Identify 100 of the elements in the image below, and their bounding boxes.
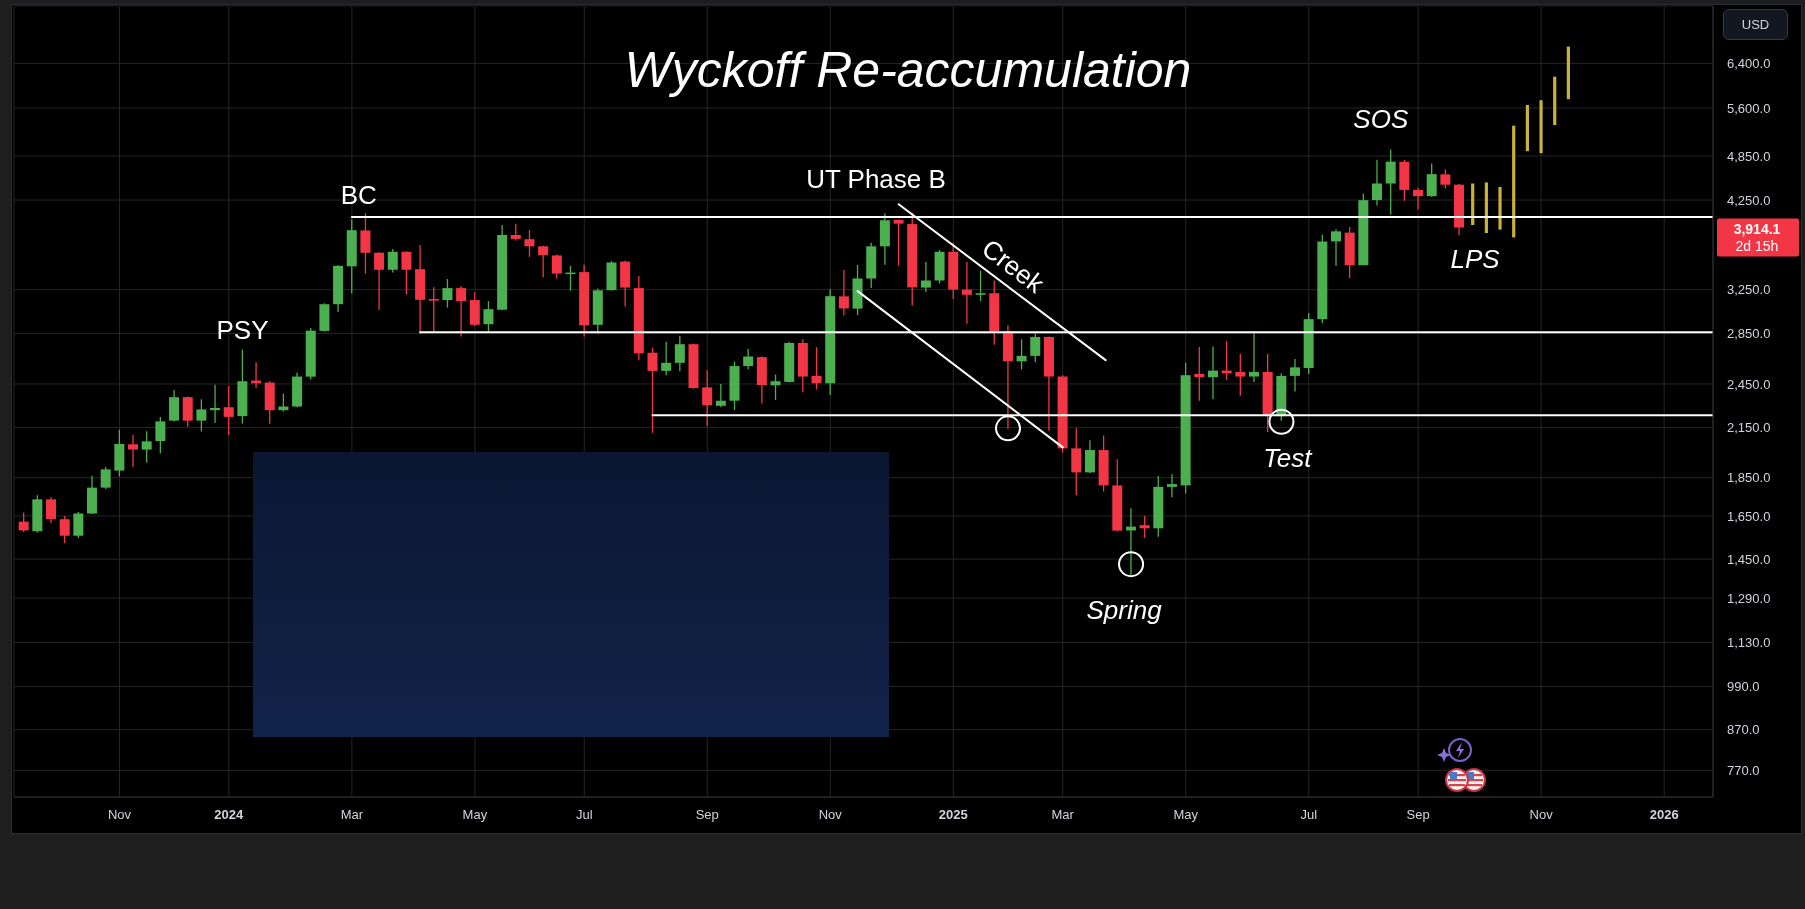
- candlestick: [155, 416, 166, 455]
- candlestick: [961, 261, 972, 325]
- y-tick-label: 6,400.0: [1727, 55, 1771, 71]
- text: 3,914.1: [1733, 220, 1781, 237]
- candlestick: [374, 251, 385, 311]
- x-tick-label: Mar: [1051, 807, 1075, 823]
- candlestick: [715, 383, 726, 408]
- y-tick-label: 1,650.0: [1727, 508, 1771, 524]
- bar: [1539, 100, 1543, 154]
- y-tick-label: 3,250.0: [1727, 282, 1771, 298]
- candlestick: [811, 346, 822, 391]
- y-tick-label: 870.0: [1727, 722, 1760, 738]
- candlestick: [975, 270, 986, 302]
- candlestick: [770, 373, 781, 401]
- candlestick: [387, 248, 398, 274]
- bar: [1525, 104, 1529, 152]
- point: [1118, 551, 1145, 578]
- candlestick: [401, 250, 412, 295]
- bar: [1566, 46, 1570, 100]
- annotation: SOS: [1353, 103, 1409, 134]
- candlestick: [456, 285, 467, 338]
- point: [995, 415, 1022, 442]
- candlestick: [1372, 159, 1383, 207]
- candlestick: [1084, 439, 1095, 474]
- annotation: Spring: [1086, 595, 1163, 626]
- y-tick-label: 2,150.0: [1727, 420, 1771, 436]
- x-tick-label: 2024: [214, 807, 245, 823]
- candlestick: [920, 261, 931, 293]
- x-tick-label: Nov: [818, 807, 843, 823]
- candlestick: [1016, 338, 1027, 370]
- candlestick: [524, 229, 535, 258]
- text: Wyckoff Re-accumulation: [623, 41, 1193, 100]
- y-tick-label: 1,290.0: [1727, 590, 1771, 606]
- candlestick: [647, 347, 658, 434]
- annotation: UT Phase B: [806, 164, 946, 195]
- candlestick: [1426, 162, 1437, 198]
- candlestick: [674, 335, 685, 372]
- x-tick-label: Nov: [1529, 807, 1554, 823]
- candlestick: [538, 245, 549, 279]
- x-tick-label: 2025: [938, 807, 968, 823]
- candlestick: [169, 389, 180, 423]
- x-tick-label: Jul: [1300, 807, 1318, 823]
- x-tick-label: Sep: [695, 807, 719, 823]
- candlestick: [661, 341, 672, 376]
- candlestick: [893, 218, 904, 267]
- candlestick: [59, 515, 70, 544]
- candlestick: [182, 395, 193, 428]
- candlestick: [1331, 228, 1341, 267]
- bar: [1553, 76, 1557, 126]
- y-tick-label: 2,450.0: [1727, 376, 1771, 392]
- x-tick-label: May: [462, 807, 488, 823]
- point: [1268, 408, 1295, 435]
- candlestick: [141, 430, 152, 464]
- x-tick-label: 2026: [1649, 807, 1679, 823]
- candlestick: [483, 300, 494, 333]
- candlestick: [73, 511, 84, 539]
- candlestick: [743, 348, 754, 370]
- candlestick: [442, 278, 453, 309]
- y-tick-label: 1,450.0: [1727, 551, 1771, 567]
- bar: [1512, 125, 1516, 238]
- bar: [1484, 182, 1488, 234]
- x-tick-label: Jul: [575, 807, 593, 823]
- y-tick-label: 2,850.0: [1727, 326, 1771, 342]
- y-tick-label: 1,130.0: [1727, 634, 1771, 650]
- y-tick-label: 770.0: [1727, 763, 1760, 778]
- y-tick-label: 1,850.0: [1727, 470, 1771, 486]
- annotation: LPS: [1450, 244, 1501, 275]
- candlestick: [1166, 473, 1177, 498]
- candlestick: [838, 269, 849, 316]
- candlestick: [210, 383, 221, 424]
- y-tick-label: 990.0: [1727, 679, 1760, 695]
- candlestick: [1071, 427, 1082, 496]
- candlestick: [1440, 168, 1451, 190]
- y-axis-title: USD: [1723, 9, 1788, 40]
- candlestick: [702, 369, 713, 427]
- annotation: BC: [340, 180, 377, 211]
- candlestick: [1235, 353, 1246, 397]
- candlestick: [1248, 330, 1259, 383]
- candlestick: [360, 212, 371, 275]
- candlestick: [1413, 187, 1424, 211]
- x-tick-label: Mar: [340, 807, 364, 823]
- y-tick-label: 5,600.0: [1727, 100, 1771, 116]
- candlestick: [128, 433, 139, 468]
- candlestick: [100, 466, 111, 490]
- candlestick: [1289, 358, 1300, 393]
- x-tick-label: Sep: [1406, 807, 1430, 823]
- x-tick-label: Nov: [107, 807, 132, 823]
- text: 2d 15h: [1735, 238, 1779, 255]
- y-tick-label: 4,250.0: [1727, 192, 1771, 208]
- candlestick: [1030, 332, 1041, 363]
- candlestick: [1385, 148, 1396, 216]
- candlestick: [1139, 515, 1150, 539]
- annotation: Test: [1263, 442, 1314, 473]
- candlestick: [428, 286, 439, 334]
- bar: [1498, 186, 1502, 230]
- candlestick: [18, 512, 29, 533]
- candlestick: [46, 496, 57, 524]
- candlestick: [223, 385, 234, 436]
- y-tick-label: 4,850.0: [1727, 148, 1771, 164]
- x-tick-label: May: [1173, 807, 1199, 823]
